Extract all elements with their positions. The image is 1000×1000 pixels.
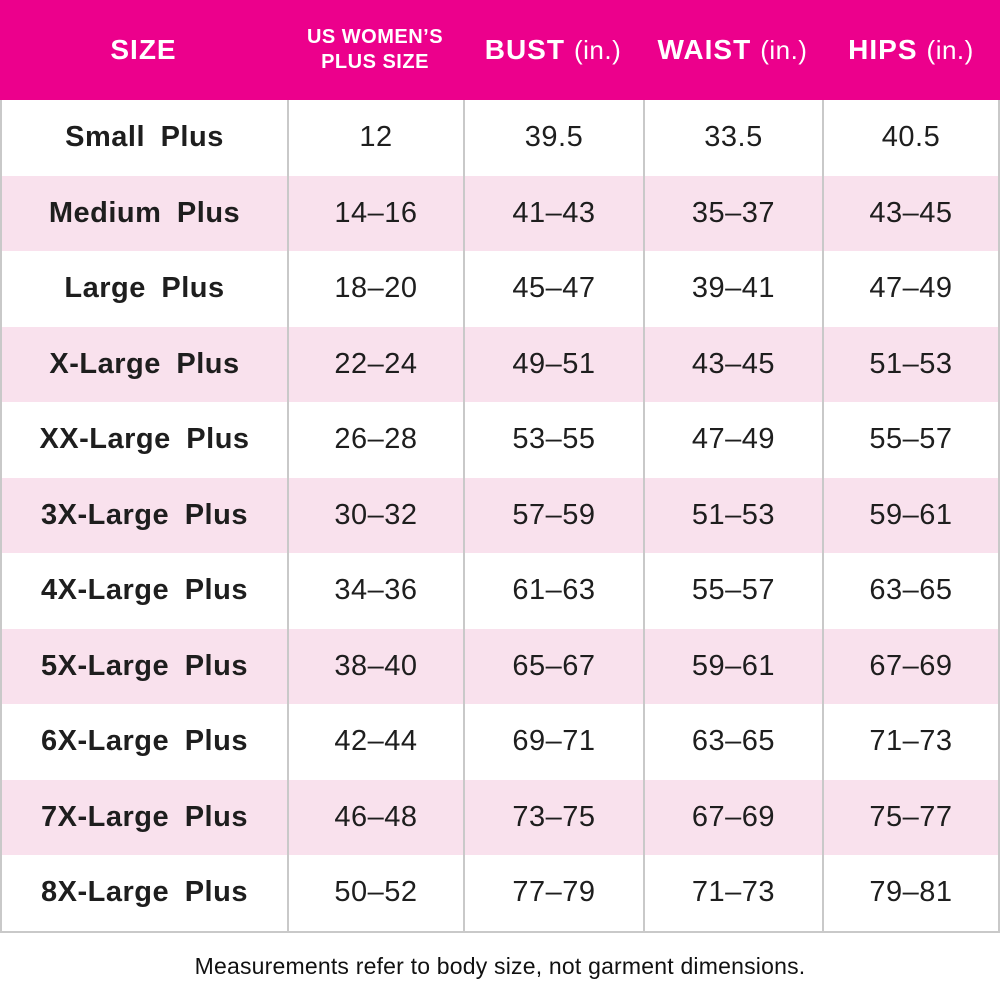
- column-header-us-plus-size: US WOMEN’S PLUS SIZE: [287, 0, 463, 100]
- us-size-cell: 22–24: [287, 326, 463, 402]
- us-size-cell: 18–20: [287, 251, 463, 327]
- bust-cell: 65–67: [463, 628, 643, 704]
- bust-cell: 39.5: [463, 100, 643, 176]
- bust-cell: 45–47: [463, 251, 643, 327]
- measurement-footnote: Measurements refer to body size, not gar…: [0, 932, 1000, 1000]
- size-label-cell: Medium Plus: [0, 175, 287, 251]
- us-size-cell: 42–44: [287, 704, 463, 780]
- us-size-cell: 12: [287, 100, 463, 176]
- us-size-cell: 30–32: [287, 477, 463, 553]
- size-label-cell: 6X-Large Plus: [0, 704, 287, 780]
- bust-cell: 73–75: [463, 779, 643, 855]
- table-row: 8X-Large Plus 50–52 77–79 71–73 79–81: [0, 855, 1000, 931]
- hips-cell: 71–73: [822, 704, 1000, 780]
- waist-cell: 51–53: [643, 477, 822, 553]
- hips-cell: 51–53: [822, 326, 1000, 402]
- column-header-bust: BUST (in.): [463, 0, 643, 100]
- size-label-cell: Small Plus: [0, 100, 287, 176]
- us-size-cell: 38–40: [287, 628, 463, 704]
- table-row: Medium Plus 14–16 41–43 35–37 43–45: [0, 175, 1000, 251]
- size-label-cell: X-Large Plus: [0, 326, 287, 402]
- size-label-cell: 4X-Large Plus: [0, 553, 287, 629]
- column-header-size: SIZE: [0, 0, 287, 100]
- size-label-cell: 3X-Large Plus: [0, 477, 287, 553]
- us-size-cell: 26–28: [287, 402, 463, 478]
- table-row: 7X-Large Plus 46–48 73–75 67–69 75–77: [0, 779, 1000, 855]
- us-size-cell: 14–16: [287, 175, 463, 251]
- size-label-cell: 7X-Large Plus: [0, 779, 287, 855]
- us-size-cell: 46–48: [287, 779, 463, 855]
- waist-cell: 39–41: [643, 251, 822, 327]
- hips-cell: 75–77: [822, 779, 1000, 855]
- column-header-us-line2: PLUS SIZE: [321, 51, 429, 73]
- hips-cell: 63–65: [822, 553, 1000, 629]
- table-row: Small Plus 12 39.5 33.5 40.5: [0, 100, 1000, 176]
- waist-cell: 35–37: [643, 175, 822, 251]
- us-size-cell: 34–36: [287, 553, 463, 629]
- table-body: Small Plus 12 39.5 33.5 40.5 Medium Plus…: [0, 100, 1000, 933]
- bust-cell: 69–71: [463, 704, 643, 780]
- column-header-hips-unit: (in.): [926, 35, 974, 65]
- bust-cell: 53–55: [463, 402, 643, 478]
- bust-cell: 57–59: [463, 477, 643, 553]
- table-row: 4X-Large Plus 34–36 61–63 55–57 63–65: [0, 553, 1000, 629]
- hips-cell: 67–69: [822, 628, 1000, 704]
- table-row: 3X-Large Plus 30–32 57–59 51–53 59–61: [0, 477, 1000, 553]
- column-header-hips-label: HIPS: [848, 34, 918, 65]
- waist-cell: 55–57: [643, 553, 822, 629]
- bust-cell: 61–63: [463, 553, 643, 629]
- table-row: Large Plus 18–20 45–47 39–41 47–49: [0, 251, 1000, 327]
- size-label-cell: Large Plus: [0, 251, 287, 327]
- table-row: 6X-Large Plus 42–44 69–71 63–65 71–73: [0, 704, 1000, 780]
- waist-cell: 67–69: [643, 779, 822, 855]
- column-header-us-line1: US WOMEN’S: [306, 26, 444, 48]
- column-header-size-label: SIZE: [110, 34, 177, 65]
- column-header-waist: WAIST (in.): [643, 0, 822, 100]
- hips-cell: 40.5: [822, 100, 1000, 176]
- hips-cell: 59–61: [822, 477, 1000, 553]
- column-header-waist-label: WAIST: [657, 34, 752, 65]
- column-header-hips: HIPS (in.): [822, 0, 1000, 100]
- hips-cell: 43–45: [822, 175, 1000, 251]
- waist-cell: 33.5: [643, 100, 822, 176]
- us-size-cell: 50–52: [287, 855, 463, 931]
- hips-cell: 79–81: [822, 855, 1000, 931]
- hips-cell: 47–49: [822, 251, 1000, 327]
- bust-cell: 41–43: [463, 175, 643, 251]
- waist-cell: 71–73: [643, 855, 822, 931]
- table-row: 5X-Large Plus 38–40 65–67 59–61 67–69: [0, 628, 1000, 704]
- table-header-row: SIZE US WOMEN’S PLUS SIZE BUST (in.) WAI…: [0, 0, 1000, 100]
- bust-cell: 49–51: [463, 326, 643, 402]
- waist-cell: 59–61: [643, 628, 822, 704]
- column-header-waist-unit: (in.): [760, 35, 808, 65]
- bust-cell: 77–79: [463, 855, 643, 931]
- size-chart-table: SIZE US WOMEN’S PLUS SIZE BUST (in.) WAI…: [0, 0, 1000, 933]
- size-label-cell: 8X-Large Plus: [0, 855, 287, 931]
- waist-cell: 63–65: [643, 704, 822, 780]
- table-row: XX-Large Plus 26–28 53–55 47–49 55–57: [0, 402, 1000, 478]
- size-label-cell: 5X-Large Plus: [0, 628, 287, 704]
- hips-cell: 55–57: [822, 402, 1000, 478]
- size-label-cell: XX-Large Plus: [0, 402, 287, 478]
- waist-cell: 43–45: [643, 326, 822, 402]
- waist-cell: 47–49: [643, 402, 822, 478]
- table-row: X-Large Plus 22–24 49–51 43–45 51–53: [0, 326, 1000, 402]
- column-header-bust-label: BUST: [484, 34, 565, 65]
- column-header-bust-unit: (in.): [573, 35, 622, 65]
